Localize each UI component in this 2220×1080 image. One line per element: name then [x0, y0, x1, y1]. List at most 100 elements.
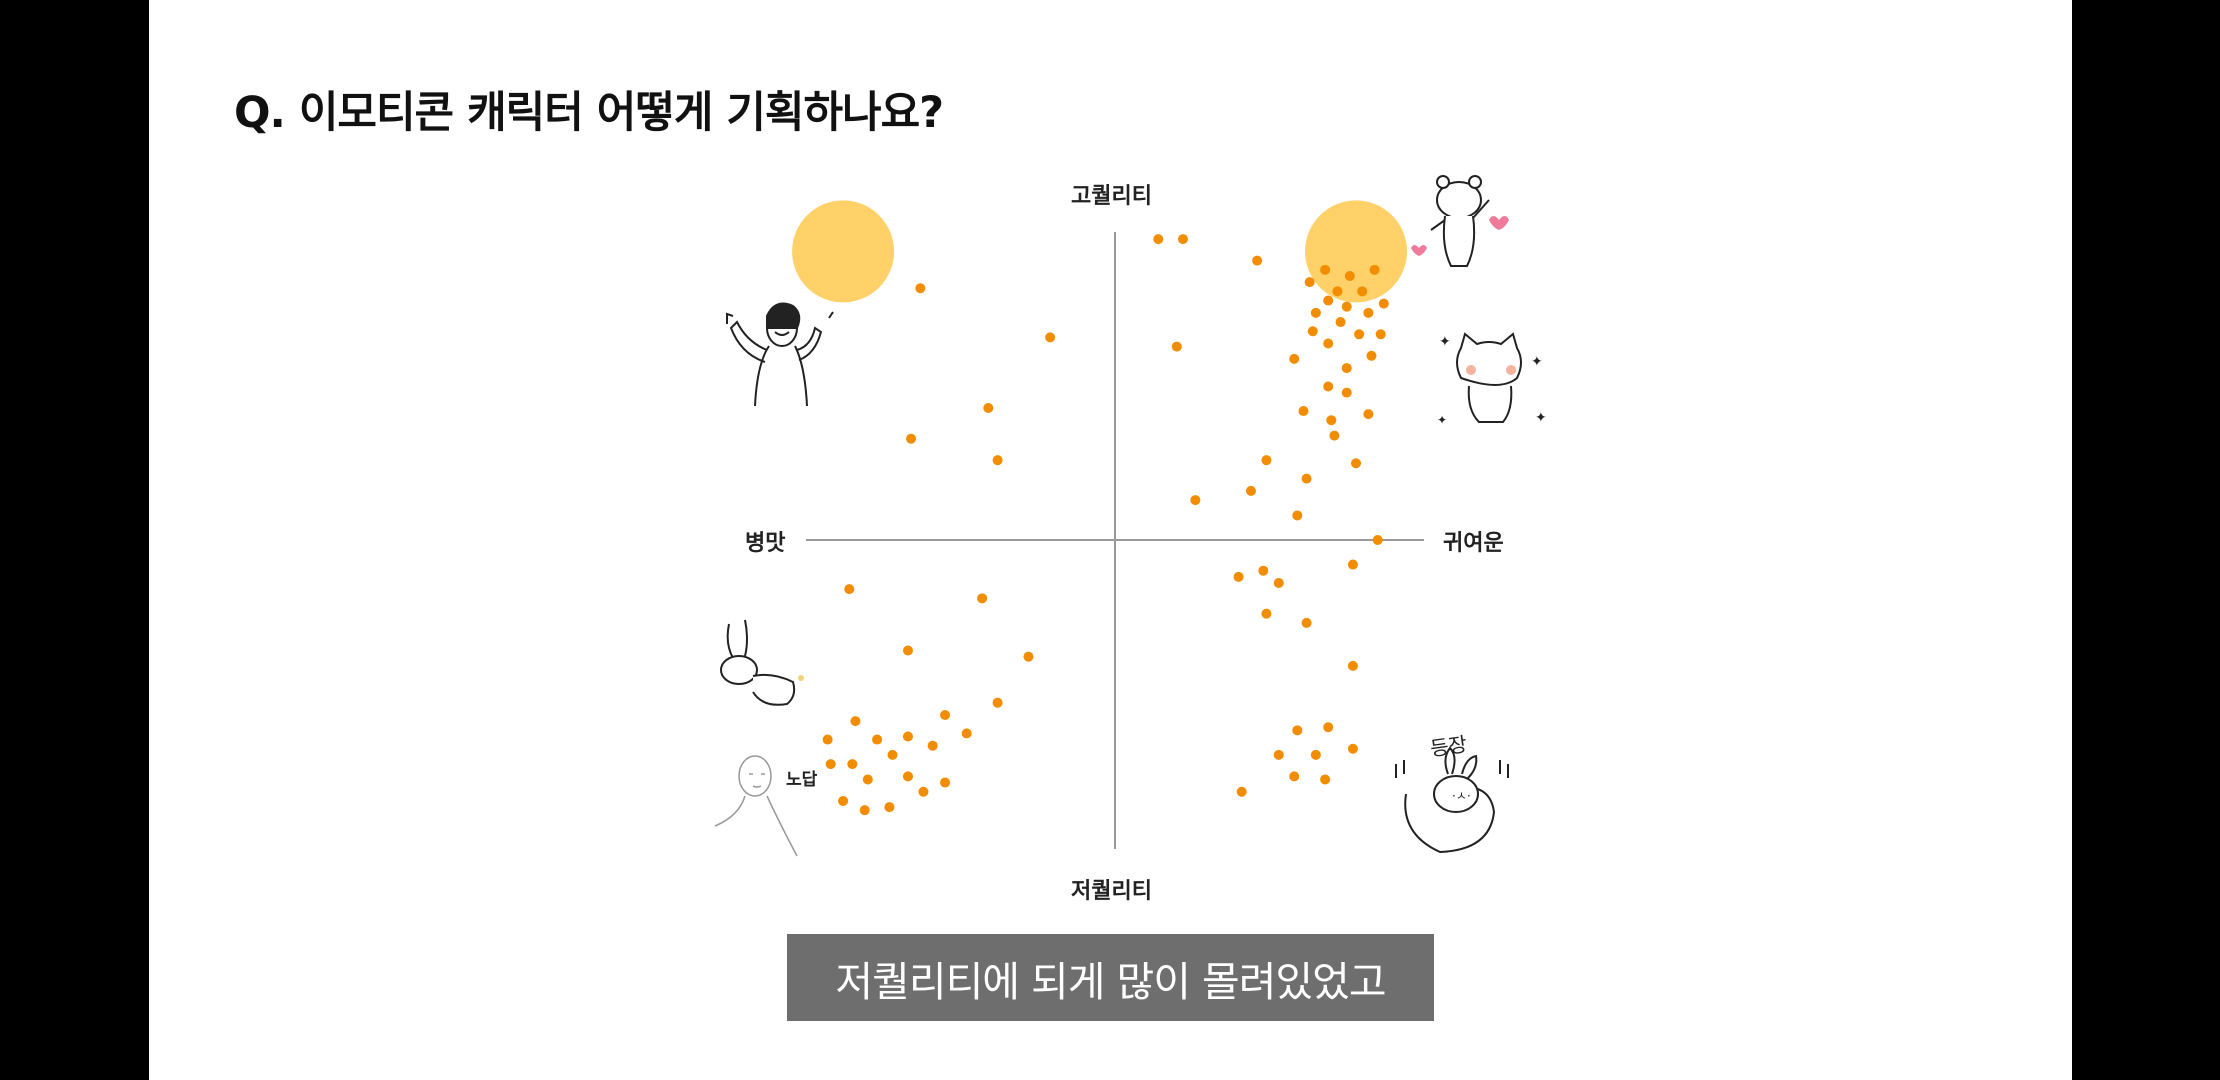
data-point-0: [1153, 234, 1164, 245]
data-point-55: [992, 455, 1003, 466]
data-point-42: [1347, 660, 1358, 671]
data-point-14: [1335, 317, 1346, 328]
data-point-27: [1329, 430, 1340, 441]
data-point-56: [844, 584, 855, 595]
data-point-35: [1372, 535, 1383, 545]
data-point-41: [1301, 617, 1312, 628]
sparkle-cat-sticker: ✦ ✦ ✦ ✦: [1437, 332, 1547, 427]
singing-man-sticker: [726, 302, 834, 407]
highlight-circles: [792, 200, 1408, 303]
data-point-50: [1236, 786, 1247, 797]
data-point-59: [1023, 651, 1034, 662]
data-point-52: [1045, 332, 1056, 343]
data-point-39: [1273, 577, 1284, 588]
data-point-73: [862, 774, 873, 785]
subtitle-caption-box: 저퀄리티에 되게 많이 몰려있었고: [787, 934, 1434, 1021]
data-point-19: [1366, 350, 1377, 361]
data-point-7: [1332, 286, 1343, 297]
axis-label-top: 고퀄리티: [1071, 184, 1152, 209]
data-point-64: [902, 731, 913, 742]
data-point-69: [887, 749, 898, 760]
data-point-37: [1258, 565, 1269, 576]
data-point-44: [1323, 722, 1334, 733]
svg-text:✦: ✦: [1535, 410, 1547, 426]
data-point-4: [1344, 270, 1355, 281]
data-point-58: [902, 645, 913, 656]
data-point-49: [1320, 774, 1331, 785]
data-point-17: [1375, 329, 1386, 340]
data-point-24: [1298, 406, 1309, 417]
data-point-34: [1171, 341, 1182, 352]
sticker-label-nodap: 노답: [786, 770, 818, 790]
data-point-30: [1301, 473, 1312, 484]
data-point-26: [1326, 415, 1337, 426]
data-point-57: [977, 593, 988, 604]
data-point-5: [1369, 264, 1380, 275]
data-point-16: [1354, 329, 1365, 340]
axis-label-bottom: 저퀄리티: [1071, 879, 1152, 904]
data-point-20: [1289, 353, 1300, 364]
data-point-76: [884, 802, 895, 813]
data-point-31: [1245, 485, 1256, 496]
data-point-74: [918, 786, 929, 797]
axis-label-left: 병맛: [745, 531, 786, 556]
data-point-1: [1177, 234, 1188, 245]
data-point-21: [1341, 363, 1352, 374]
data-point-33: [1292, 510, 1303, 521]
data-point-23: [1341, 387, 1352, 398]
data-point-18: [1323, 338, 1334, 349]
svg-text:✦: ✦: [1439, 334, 1451, 350]
data-point-6: [1304, 277, 1315, 288]
svg-text:✦: ✦: [1531, 354, 1543, 370]
data-point-40: [1261, 608, 1272, 619]
data-point-11: [1378, 298, 1389, 309]
data-point-3: [1320, 264, 1331, 275]
data-point-9: [1323, 295, 1334, 306]
svg-text:✦: ✦: [1437, 413, 1447, 427]
chart-axes: [806, 232, 1424, 849]
data-point-13: [1363, 307, 1374, 318]
data-point-48: [1289, 771, 1300, 782]
data-point-29: [1351, 458, 1362, 469]
plain-man-sticker: [714, 755, 798, 857]
data-point-71: [940, 777, 951, 788]
slide-title: Q. 이모티콘 캐릭터 어떻게 기획하나요?: [234, 88, 944, 138]
data-point-36: [1347, 559, 1358, 570]
data-points: [822, 234, 1389, 816]
data-point-63: [961, 728, 972, 739]
data-point-47: [1347, 743, 1358, 754]
data-point-62: [940, 709, 951, 720]
data-point-70: [847, 759, 858, 770]
quadrant-chart: [792, 200, 1424, 849]
axis-label-right: 귀여운: [1443, 531, 1504, 556]
data-point-43: [1292, 725, 1303, 736]
data-point-38: [1233, 571, 1244, 582]
data-point-54: [906, 433, 917, 444]
data-point-32: [1190, 495, 1201, 506]
data-point-75: [838, 795, 849, 806]
data-point-67: [822, 734, 833, 745]
data-point-77: [859, 805, 870, 816]
data-point-45: [1273, 749, 1284, 760]
subtitle-caption: 저퀄리티에 되게 많이 몰려있었고: [835, 957, 1386, 1006]
data-point-51: [915, 283, 926, 294]
lying-rabbit-sticker: [720, 619, 804, 706]
data-point-8: [1357, 286, 1368, 297]
sticker-label-deungjang: 등장: [1429, 732, 1469, 761]
data-point-46: [1310, 749, 1321, 760]
data-point-65: [872, 734, 883, 745]
highlight-circle-0: [792, 200, 895, 303]
data-point-72: [902, 771, 913, 782]
data-point-60: [992, 697, 1003, 708]
deungjang-text-sticker: 등장: [1429, 732, 1469, 761]
entering-rabbit-sticker: ·ㅅ·: [1395, 746, 1509, 854]
data-point-68: [825, 759, 836, 770]
data-point-10: [1341, 301, 1352, 312]
data-point-25: [1363, 409, 1374, 420]
data-point-66: [927, 740, 938, 751]
data-point-22: [1323, 381, 1334, 392]
data-point-2: [1252, 255, 1263, 266]
data-point-28: [1261, 455, 1272, 466]
data-point-15: [1307, 326, 1318, 337]
data-point-53: [983, 402, 994, 413]
